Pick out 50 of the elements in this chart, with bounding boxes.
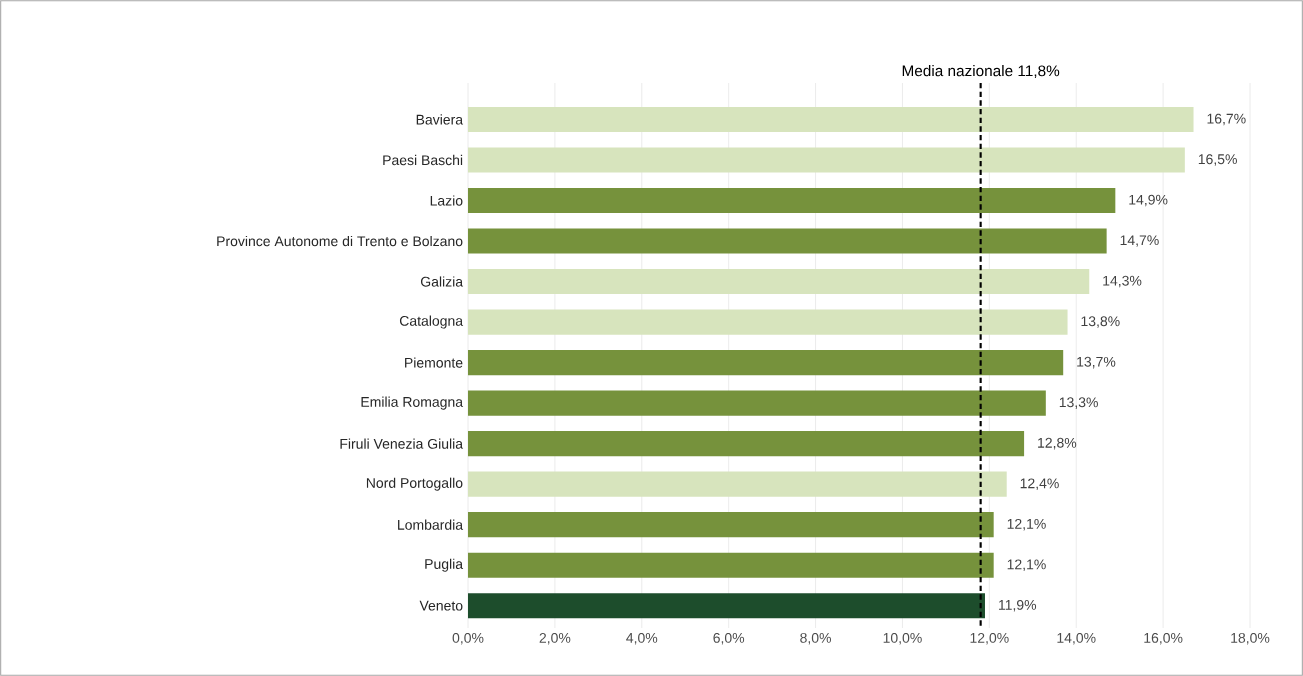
bar: [468, 471, 1007, 497]
x-tick-label: 0,0%: [452, 632, 484, 645]
bar: [468, 390, 1046, 416]
y-tick-label: Piemonte: [405, 357, 463, 368]
bar: [468, 147, 1185, 173]
x-tick-label: 18,0%: [1231, 632, 1270, 645]
y-tick-label: Province Autonome di Trento e Bolzano: [217, 235, 463, 247]
y-tick-label: Baviera: [416, 114, 464, 125]
data-label: 14,3%: [1103, 275, 1142, 288]
y-tick-label: Firuli Venezia Giulia: [340, 438, 464, 449]
x-tick-label: 4,0%: [626, 632, 658, 645]
data-label: 12,8%: [1038, 437, 1077, 450]
bar: [468, 552, 994, 578]
y-tick-label: Puglia: [425, 558, 464, 572]
bar: [468, 512, 994, 538]
data-label: 11,9%: [998, 599, 1037, 612]
y-tick-label: Lazio: [430, 195, 463, 206]
x-tick-label: 6,0%: [713, 632, 745, 645]
y-tick-label: Veneto: [419, 600, 463, 611]
bar: [468, 268, 1090, 295]
bar: [468, 593, 985, 619]
bar: [468, 350, 1064, 376]
x-tick-label: 14,0%: [1057, 632, 1096, 645]
y-tick-label: Galizia: [420, 276, 464, 287]
data-label: 12,1%: [1007, 559, 1046, 571]
data-label: 16,5%: [1198, 154, 1237, 166]
y-tick-label: Lombardia: [398, 519, 464, 530]
data-label: 14,9%: [1129, 194, 1168, 207]
bar: [468, 228, 1107, 254]
ref-line-label: Media nazionale 11,8%: [902, 65, 1060, 79]
y-tick-label: Emilia Romagna: [361, 396, 464, 410]
data-label: 13,8%: [1081, 316, 1120, 328]
data-label: 14,7%: [1120, 235, 1159, 247]
bar: [468, 431, 1025, 457]
x-tick-label: 10,0%: [883, 632, 922, 645]
x-tick-label: 2,0%: [539, 632, 571, 645]
y-tick-label: Nord Portogallo: [366, 477, 463, 491]
x-tick-label: 8,0%: [800, 632, 832, 645]
bar: [468, 106, 1194, 133]
bar: [468, 187, 1116, 214]
data-label: 16,7%: [1207, 113, 1246, 126]
y-tick-label: Catalogna: [399, 315, 464, 329]
x-tick-label: 16,0%: [1144, 632, 1183, 645]
data-label: 12,4%: [1020, 478, 1059, 490]
x-tick-label: 12,0%: [970, 632, 1009, 645]
data-label: 13,7%: [1077, 356, 1116, 369]
data-label: 13,3%: [1059, 397, 1098, 409]
y-tick-label: Paesi Baschi: [383, 154, 463, 166]
data-label: 12,1%: [1007, 518, 1046, 531]
bar: [468, 309, 1068, 335]
